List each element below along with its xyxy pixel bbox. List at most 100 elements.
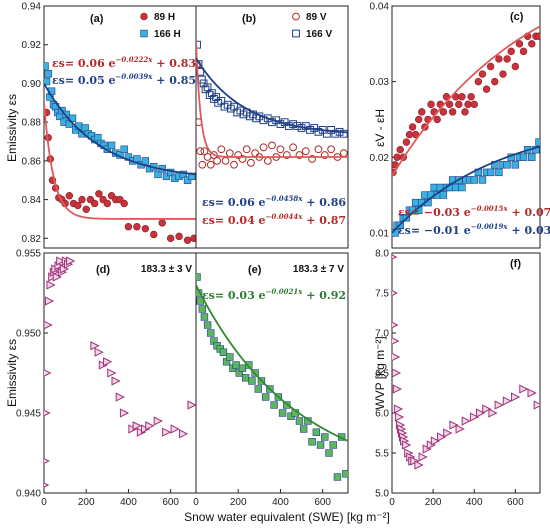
data-point-d-s0 [145, 421, 155, 431]
data-point-d-s0 [44, 369, 52, 377]
fit-curve-b-1 [196, 57, 348, 134]
fit-equation: εs= 0.04 e−0.0044x + 0.87 [202, 212, 346, 227]
data-point-b-s0 [200, 147, 209, 156]
data-point-b-s0 [251, 149, 260, 158]
data-point-a-s0 [158, 219, 166, 227]
data-point-c-s1 [532, 145, 540, 154]
data-point-f-s0 [511, 392, 521, 402]
data-point-a-s0 [133, 223, 141, 231]
points-layer [44, 256, 196, 488]
legend-marker [140, 29, 148, 38]
data-point-c-s0 [503, 55, 511, 63]
data-point-a-s0 [78, 195, 86, 204]
data-point-b-s0 [206, 160, 215, 169]
plot-frame [391, 5, 541, 249]
data-point-d-s0 [111, 376, 121, 386]
ylabel-bottom-left: Emissivity εs [5, 339, 19, 407]
data-point-e-s0 [316, 441, 325, 449]
data-point-f-s0 [430, 436, 441, 446]
equation-lead: εs= 0.05 e [52, 74, 116, 87]
data-point-e-s0 [200, 313, 209, 321]
data-point-d-s0 [115, 392, 125, 402]
data-point-d-s0 [66, 256, 76, 266]
data-point-a-s1 [44, 62, 49, 70]
data-point-c-s0 [393, 153, 401, 161]
data-point-f-s0 [394, 412, 405, 422]
fit-curve-a-1 [44, 83, 196, 176]
equation-lead: εs= −0.03 e [398, 206, 471, 219]
data-point-c-s1 [458, 183, 466, 192]
data-point-c-s1 [528, 153, 536, 161]
data-point-a-s1 [183, 176, 192, 184]
plot-frame [195, 252, 349, 494]
data-point-d-s0 [44, 296, 55, 306]
data-point-a-s0 [175, 232, 183, 241]
data-point-a-s0 [166, 234, 175, 243]
data-point-b-s0 [225, 149, 234, 158]
data-point-a-s1 [120, 145, 128, 153]
data-point-c-s0 [486, 62, 495, 71]
data-point-c-s0 [478, 70, 487, 78]
data-point-d-s0 [170, 424, 180, 434]
data-point-e-s0 [207, 329, 215, 337]
data-point-e-s0 [342, 470, 348, 478]
data-point-e-s0 [232, 361, 240, 369]
data-point-b-s0 [320, 151, 329, 159]
channel-annotation: 183.3 ± 7 V [293, 264, 344, 275]
x-tick-label: 600 [162, 497, 179, 508]
data-point-f-s0 [455, 424, 465, 434]
y-tick-label: 0.940 [16, 489, 41, 500]
fit-equation: εs= 0.05 e−0.0039x + 0.85 [52, 72, 196, 87]
fit-curve-a-0 [44, 102, 196, 220]
data-point-c-s0 [491, 77, 499, 86]
data-point-f-s0 [392, 290, 398, 296]
data-point-c-s0 [470, 100, 478, 109]
panel-e: 0 200 400 600 (e) 183.3 ± 7 V εs= 0.03 e−0.002… [193, 252, 349, 508]
panel-label: (a) [90, 13, 104, 25]
y-tick-label: 0.04 [370, 2, 390, 13]
data-point-c-s0 [515, 40, 524, 48]
legend-label: 166 H [154, 29, 181, 40]
fit-curve-e-0 [196, 284, 348, 442]
data-point-a-s1 [179, 170, 188, 179]
data-point-d-s0 [119, 408, 130, 418]
data-point-b-s1 [339, 129, 348, 138]
data-point-d-s0 [153, 416, 163, 426]
legend-marker [292, 12, 300, 21]
data-point-d-s0 [44, 482, 50, 488]
data-point-b-s0 [213, 156, 222, 165]
data-point-f-s0 [392, 337, 400, 345]
legend-label: 89 V [306, 12, 327, 23]
panel-d: 0.940 0.945 0.950 0.955 0 200 400 600 (d) 183.3 ±… [16, 249, 197, 508]
y-tick-label: 7.5 [375, 289, 389, 300]
data-point-e-s0 [278, 409, 287, 417]
data-point-b-s1 [268, 118, 276, 127]
data-point-f-s0 [519, 384, 529, 394]
data-point-d-s0 [44, 320, 53, 330]
data-point-a-s1 [62, 110, 70, 119]
panel-c: 0.01 0.02 0.03 0.04 (c) εs= −0.03 e−0.0015x +… [370, 2, 550, 249]
data-point-c-s0 [511, 62, 520, 71]
data-point-c-s0 [415, 115, 423, 124]
data-point-c-s0 [458, 93, 466, 101]
shared-xlabel: Snow water equivalent (SWE) [kg m⁻²] [184, 510, 390, 524]
legend-label: 166 V [306, 29, 332, 40]
data-point-b-s0 [289, 143, 298, 152]
data-point-f-s0 [527, 388, 537, 398]
y-tick-label: 6.0 [375, 409, 389, 420]
y-tick-label: 8.0 [375, 249, 389, 260]
data-point-c-s1 [478, 176, 487, 184]
data-point-c-s1 [421, 191, 429, 199]
data-point-a-s0 [74, 201, 82, 210]
data-point-a-s0 [120, 199, 128, 208]
plot-frame [195, 5, 349, 249]
data-point-a-s1 [188, 172, 196, 181]
data-point-c-s0 [467, 93, 475, 101]
x-tick-label: 400 [272, 497, 289, 508]
y-tick-label: 5.5 [375, 449, 389, 460]
panel-a: 0.82 0.84 0.86 0.88 0.90 0.92 0.94 (a) 89 H 166 H… [22, 2, 197, 249]
points-layer [196, 40, 348, 169]
data-point-b-s0 [242, 145, 251, 154]
